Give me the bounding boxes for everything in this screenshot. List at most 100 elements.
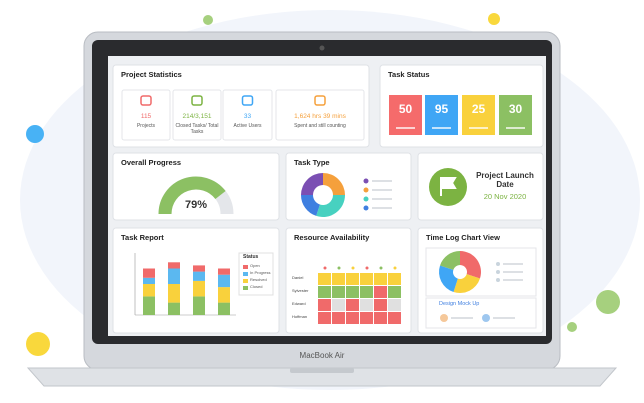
gauge-label: 79% xyxy=(184,199,208,211)
legend-swatch xyxy=(243,279,248,283)
header-dot xyxy=(379,266,383,270)
cell xyxy=(318,273,331,285)
bar-segment xyxy=(218,268,230,275)
row-label: Daniel xyxy=(292,275,304,280)
bar-segment xyxy=(218,287,230,303)
cell xyxy=(374,286,387,298)
status-value: 50 xyxy=(398,102,413,116)
stat-label: Closed Tasks/ Total Tasks xyxy=(175,123,219,135)
stat-label: Active Users xyxy=(233,123,262,129)
stat-icon xyxy=(191,95,203,106)
header-dot xyxy=(351,266,355,270)
legend-dot xyxy=(363,187,369,193)
header-dot xyxy=(323,266,327,270)
status-value: 30 xyxy=(508,102,523,116)
cell xyxy=(318,312,331,324)
legend-swatch xyxy=(243,272,248,276)
card-title: Time Log Chart View xyxy=(426,233,500,242)
status-value: 25 xyxy=(471,102,486,116)
stat-box xyxy=(172,89,222,141)
bar-segment xyxy=(193,280,205,297)
placeholder xyxy=(451,317,473,319)
status-underline xyxy=(506,127,525,129)
stat-box xyxy=(222,89,273,141)
cell xyxy=(374,273,387,285)
card-title: Task Status xyxy=(388,70,430,79)
task-box xyxy=(425,297,537,329)
stat-value: 115 xyxy=(140,113,152,120)
cell xyxy=(388,273,401,285)
status-underline xyxy=(469,127,488,129)
dot xyxy=(596,290,620,314)
legend-title: Status xyxy=(243,254,259,260)
legend-label: In Progress xyxy=(250,270,271,275)
notch xyxy=(290,368,354,373)
donut-segment xyxy=(316,195,345,218)
task-name: Design Mock Up xyxy=(439,301,480,307)
status-underline xyxy=(396,127,415,129)
status-value: 95 xyxy=(434,102,449,116)
donut-segment xyxy=(440,251,460,270)
cell xyxy=(388,312,401,324)
legend-line xyxy=(372,207,392,209)
legend-line xyxy=(372,180,392,182)
cell xyxy=(346,299,359,311)
status-underline xyxy=(432,127,451,129)
cell xyxy=(360,286,373,298)
avatar xyxy=(482,314,490,322)
bar-segment xyxy=(168,284,180,303)
legend-label: Open xyxy=(250,263,260,268)
stat-box xyxy=(275,89,365,141)
launch-title: Project Launch Date xyxy=(476,171,534,190)
avatar xyxy=(440,314,448,322)
bar-segment xyxy=(193,296,205,315)
cell xyxy=(374,299,387,311)
legend-swatch xyxy=(243,265,248,269)
bar-segment xyxy=(218,274,230,288)
card-title: Overall Progress xyxy=(121,158,182,167)
donut-segment xyxy=(323,173,345,195)
header-dot xyxy=(337,266,341,270)
dot xyxy=(488,13,500,25)
bar-segment xyxy=(143,296,155,315)
legend-line xyxy=(372,198,392,200)
bar-segment xyxy=(168,302,180,315)
bar-segment xyxy=(193,265,205,272)
legend-line xyxy=(503,279,523,281)
stat-icon xyxy=(314,95,326,106)
legend-label: Closed xyxy=(250,284,263,289)
legend-dot xyxy=(363,178,369,184)
donut-segment xyxy=(460,251,481,279)
card-title: Resource Availability xyxy=(294,233,370,242)
cell xyxy=(360,299,373,311)
cell xyxy=(318,299,331,311)
cell xyxy=(388,286,401,298)
dot xyxy=(203,15,213,25)
launch-date: 20 Nov 2020 xyxy=(483,192,527,201)
cell xyxy=(360,312,373,324)
cell xyxy=(360,273,373,285)
laptop-label: MacBook Air xyxy=(299,351,345,360)
bar-segment xyxy=(168,262,180,269)
stat-label: Spent and still counting xyxy=(294,123,346,129)
cell xyxy=(346,273,359,285)
row-label: Hoffman xyxy=(292,314,308,319)
cell xyxy=(332,299,345,311)
header-dot xyxy=(393,266,397,270)
legend-label: Resolved xyxy=(250,277,267,282)
cell xyxy=(318,286,331,298)
legend-dot xyxy=(496,278,500,282)
cell xyxy=(388,299,401,311)
row-label: Sylvester xyxy=(292,288,309,293)
cell xyxy=(332,286,345,298)
card-title: Task Report xyxy=(121,233,164,242)
gauge-value xyxy=(158,176,226,215)
stat-value: 1,624 hrs 39 mins xyxy=(294,113,346,120)
donut-segment xyxy=(301,173,323,195)
legend-line xyxy=(503,271,523,273)
flag xyxy=(440,177,457,196)
cell xyxy=(346,312,359,324)
bar-segment xyxy=(143,268,155,278)
